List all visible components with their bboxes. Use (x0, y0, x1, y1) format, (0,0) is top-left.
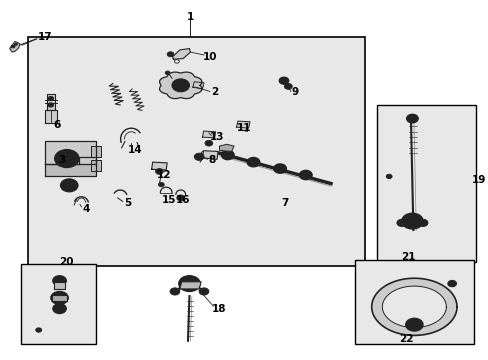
Polygon shape (45, 111, 57, 123)
Text: 12: 12 (156, 170, 171, 180)
Polygon shape (192, 82, 203, 89)
Circle shape (61, 179, 78, 192)
Circle shape (165, 71, 170, 75)
Polygon shape (52, 295, 67, 301)
FancyBboxPatch shape (28, 37, 364, 266)
Circle shape (279, 77, 288, 84)
Circle shape (53, 276, 66, 286)
Circle shape (199, 288, 208, 295)
Polygon shape (91, 146, 101, 157)
Text: 7: 7 (281, 198, 288, 208)
Polygon shape (45, 141, 96, 164)
Text: 15: 15 (161, 195, 176, 204)
FancyBboxPatch shape (376, 105, 475, 262)
Circle shape (299, 170, 311, 180)
Circle shape (273, 164, 286, 173)
Text: 13: 13 (209, 132, 224, 142)
Circle shape (167, 52, 174, 57)
Circle shape (170, 288, 180, 295)
FancyBboxPatch shape (20, 264, 96, 344)
Circle shape (36, 328, 41, 332)
Circle shape (61, 154, 73, 163)
Circle shape (194, 153, 203, 160)
Circle shape (406, 114, 417, 123)
Circle shape (417, 219, 427, 226)
Text: 1: 1 (186, 13, 194, 22)
Polygon shape (47, 94, 55, 111)
Polygon shape (202, 131, 215, 138)
Circle shape (177, 195, 184, 201)
Text: 17: 17 (38, 32, 52, 42)
Circle shape (179, 276, 200, 292)
Circle shape (172, 79, 189, 92)
Circle shape (11, 45, 15, 48)
Polygon shape (45, 157, 96, 176)
Circle shape (386, 174, 391, 179)
Polygon shape (172, 49, 190, 59)
Circle shape (396, 219, 406, 226)
Text: 8: 8 (208, 156, 215, 165)
Text: 14: 14 (127, 145, 142, 155)
Polygon shape (202, 151, 218, 159)
Polygon shape (10, 41, 20, 52)
Text: 2: 2 (211, 87, 218, 98)
Polygon shape (371, 278, 456, 336)
Circle shape (405, 318, 422, 331)
Circle shape (53, 303, 66, 314)
Text: 9: 9 (290, 87, 298, 98)
Text: 16: 16 (176, 195, 190, 204)
Polygon shape (151, 162, 167, 170)
Text: 4: 4 (82, 203, 90, 213)
Circle shape (184, 280, 194, 288)
Circle shape (246, 157, 259, 167)
FancyBboxPatch shape (354, 260, 473, 344)
Polygon shape (236, 121, 249, 128)
Circle shape (284, 84, 292, 89)
Text: 10: 10 (202, 52, 217, 62)
Circle shape (15, 43, 18, 45)
Circle shape (55, 150, 79, 167)
Polygon shape (219, 144, 234, 152)
Text: 19: 19 (471, 175, 485, 185)
Text: 3: 3 (58, 156, 65, 165)
Text: 22: 22 (398, 334, 412, 344)
Circle shape (406, 217, 417, 225)
Circle shape (447, 280, 456, 287)
Polygon shape (91, 160, 101, 171)
Polygon shape (159, 72, 202, 99)
Polygon shape (54, 282, 65, 289)
Text: 6: 6 (53, 120, 61, 130)
Circle shape (204, 140, 212, 146)
Polygon shape (180, 282, 201, 289)
Text: 11: 11 (236, 123, 250, 133)
Circle shape (281, 79, 286, 82)
Circle shape (401, 213, 422, 229)
Circle shape (409, 321, 418, 328)
Text: 5: 5 (123, 198, 131, 208)
Text: 18: 18 (212, 303, 226, 314)
Polygon shape (382, 286, 446, 328)
Text: 21: 21 (401, 252, 415, 262)
Text: 20: 20 (60, 257, 74, 267)
Circle shape (158, 183, 164, 187)
Circle shape (48, 96, 54, 101)
Circle shape (221, 150, 234, 159)
Circle shape (51, 292, 68, 304)
Circle shape (155, 168, 163, 174)
Circle shape (48, 103, 54, 107)
Circle shape (177, 82, 184, 88)
